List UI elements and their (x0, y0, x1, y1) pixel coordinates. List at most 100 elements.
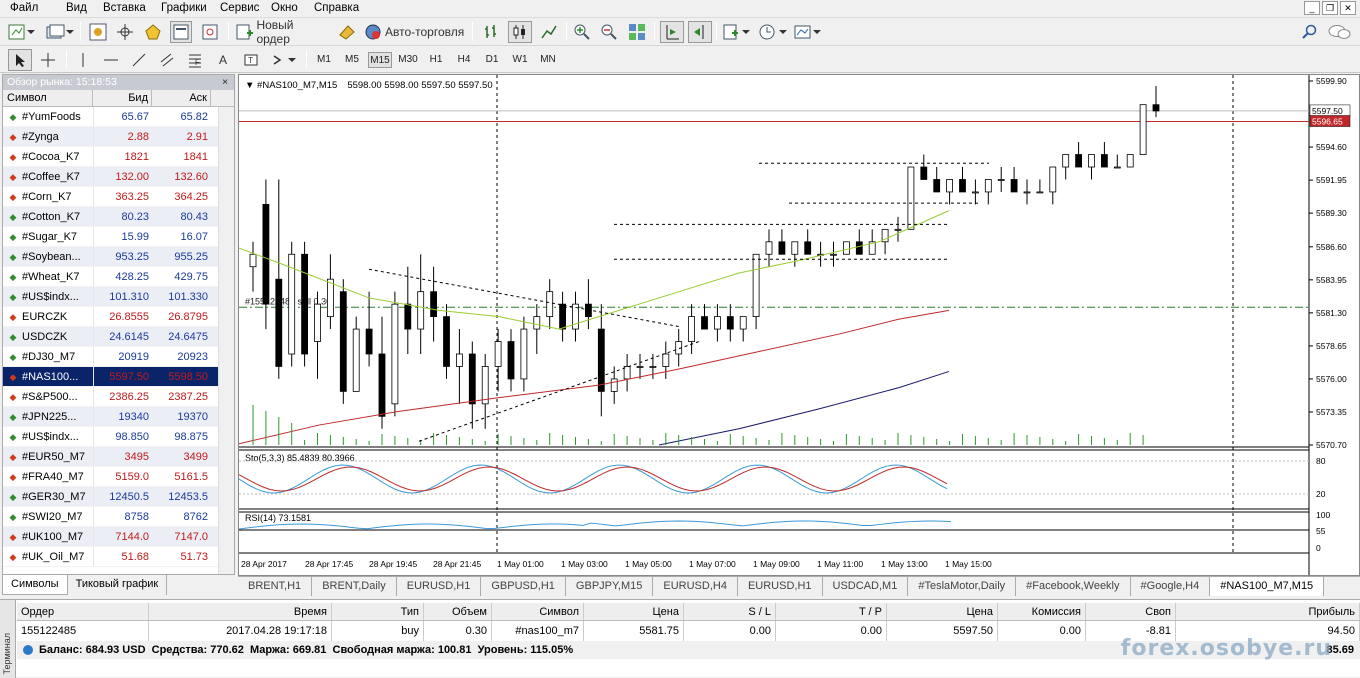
chart-tab[interactable]: EURUSD,H1 (397, 577, 482, 596)
tab-tick-chart[interactable]: Тиковый график (68, 575, 168, 595)
menu-insert[interactable]: Вставка (103, 2, 146, 14)
chart-shift-icon[interactable] (660, 21, 684, 43)
list-item[interactable]: ◆ #UK100_M7 7144.0 7147.0 (3, 527, 234, 547)
tf-mn[interactable]: MN (540, 54, 556, 65)
fibonacci-icon[interactable]: F (184, 49, 206, 71)
data-window-icon[interactable] (114, 21, 136, 43)
chart-window[interactable]: ▼ #NAS100_M7,M15 5598.00 5598.00 5597.50 … (238, 74, 1360, 576)
new-order-button[interactable]: Новый ордер (236, 18, 328, 46)
close-icon[interactable]: ✕ (1340, 1, 1356, 15)
list-item[interactable]: ◆ #GER30_M7 12450.5 12453.5 (3, 487, 234, 507)
menu-view[interactable]: Вид (66, 2, 87, 14)
zoom-in-icon[interactable] (571, 21, 593, 43)
arrows-icon[interactable] (268, 49, 300, 71)
column-bid[interactable]: Бид (93, 90, 152, 106)
chart-tab[interactable]: #TeslaMotor,Daily (908, 577, 1017, 596)
tf-d1[interactable]: D1 (485, 54, 499, 65)
column-header[interactable]: Время (149, 603, 332, 620)
menu-window[interactable]: Окно (271, 2, 298, 14)
chart-canvas[interactable]: #155122485 sell 0.30 5599.90 5597.505596.6… (238, 75, 1359, 575)
bar-chart-icon[interactable] (480, 21, 502, 43)
tf-m15[interactable]: M15 (368, 52, 392, 68)
list-item[interactable]: ◆ #US$indx... 98.850 98.875 (3, 427, 234, 447)
strategy-tester-icon[interactable] (199, 21, 221, 43)
column-header[interactable]: Цена (584, 603, 684, 620)
list-item[interactable]: ◆ #Cocoa_K7 1821 1841 (3, 147, 234, 167)
column-header[interactable]: S / L (684, 603, 776, 620)
candlestick-icon[interactable] (508, 21, 532, 43)
chart-tab[interactable]: GBPJPY,M15 (566, 577, 654, 596)
auto-trading-button[interactable]: Авто-торговля (364, 21, 466, 43)
list-item[interactable]: ◆ #DJ30_M7 20919 20923 (3, 347, 234, 367)
restore-icon[interactable]: ❐ (1322, 1, 1338, 15)
chart-tab[interactable]: #Google,H4 (1131, 577, 1211, 596)
tf-m30[interactable]: M30 (398, 54, 418, 65)
text-label-icon[interactable]: T (240, 49, 262, 71)
tf-m1[interactable]: M1 (317, 54, 331, 65)
templates-icon[interactable] (793, 21, 823, 43)
chart-tab[interactable]: BRENT,Daily (312, 577, 397, 596)
channel-icon[interactable] (156, 49, 178, 71)
zoom-out-icon[interactable] (598, 21, 620, 43)
list-item[interactable]: ◆ #YumFoods 65.67 65.82 (3, 107, 234, 127)
line-chart-icon[interactable] (538, 21, 560, 43)
terminal-icon[interactable] (170, 21, 192, 43)
close-icon[interactable]: × (222, 76, 229, 88)
list-item[interactable]: ◆ #Zynga 2.88 2.91 (3, 127, 234, 147)
list-item[interactable]: ◆ #EUR50_M7 3495 3499 (3, 447, 234, 467)
list-item[interactable]: ◆ #JPN225... 19340 19370 (3, 407, 234, 427)
chart-tab[interactable]: #NAS100_M7,M15 (1210, 577, 1325, 596)
chart-tab[interactable]: BRENT,H1 (238, 577, 313, 596)
column-header[interactable]: Цена (887, 603, 998, 620)
periods-icon[interactable] (757, 21, 789, 43)
horizontal-line-icon[interactable] (100, 49, 122, 71)
text-tool-icon[interactable]: A (218, 53, 227, 67)
chart-tab[interactable]: #Facebook,Weekly (1016, 577, 1131, 596)
autoscroll-icon[interactable] (688, 21, 712, 43)
column-header[interactable]: T / P (776, 603, 887, 620)
column-header[interactable]: Тип (332, 603, 424, 620)
column-header[interactable]: Символ (492, 603, 584, 620)
navigator-icon[interactable] (142, 21, 164, 43)
column-header[interactable]: Прибыль (1176, 603, 1360, 620)
menu-file[interactable]: Файл (10, 2, 39, 14)
column-symbol[interactable]: Символ (3, 90, 93, 106)
market-watch-icon[interactable] (87, 21, 109, 43)
menu-charts[interactable]: Графики (161, 2, 207, 14)
chart-tab[interactable]: EURUSD,H1 (738, 577, 823, 596)
list-item[interactable]: ◆ #Coffee_K7 132.00 132.60 (3, 167, 234, 187)
tf-w1[interactable]: W1 (512, 54, 528, 65)
new-chart-icon[interactable] (6, 21, 40, 43)
column-header[interactable]: Своп (1086, 603, 1176, 620)
list-item[interactable]: ◆ #Sugar_K7 15.99 16.07 (3, 227, 234, 247)
list-item[interactable]: ◆ #Wheat_K7 428.25 429.75 (3, 267, 234, 287)
chart-dropdown-icon[interactable]: ▼ (245, 80, 258, 91)
list-item[interactable]: ◆ USDCZK 24.6145 24.6475 (3, 327, 234, 347)
chart-tab[interactable]: GBPUSD,H1 (481, 577, 566, 596)
trendline-icon[interactable] (128, 49, 150, 71)
list-item[interactable]: ◆ #UK_Oil_M7 51.68 51.73 (3, 547, 234, 567)
indicators-icon[interactable] (722, 21, 752, 43)
list-item[interactable]: ◆ #FRA40_M7 5159.0 5161.5 (3, 467, 234, 487)
menu-tools[interactable]: Сервис (220, 2, 260, 14)
chat-icon[interactable] (1326, 21, 1354, 43)
list-item[interactable]: ◆ EURCZK 26.8555 26.8795 (3, 307, 234, 327)
minimize-icon[interactable]: _ (1304, 1, 1320, 15)
column-ask[interactable]: Аск (152, 90, 211, 106)
column-header[interactable]: Комиссия (998, 603, 1086, 620)
metaeditor-icon[interactable] (336, 21, 358, 43)
cursor-icon[interactable] (8, 49, 32, 71)
list-item[interactable]: ◆ #NAS100... 5597.50 5598.50 (3, 367, 234, 387)
list-item[interactable]: ◆ #US$indx... 101.310 101.330 (3, 287, 234, 307)
tf-m5[interactable]: M5 (345, 54, 359, 65)
search-icon[interactable] (1298, 21, 1320, 43)
tf-h1[interactable]: H1 (429, 54, 443, 65)
list-item[interactable]: ◆ #SWI20_M7 8758 8762 (3, 507, 234, 527)
profiles-icon[interactable] (44, 21, 76, 43)
list-item[interactable]: ◆ #Cotton_K7 80.23 80.43 (3, 207, 234, 227)
table-row[interactable]: 155122485 2017.04.28 19:17:18 buy 0.30 #nas1… (17, 621, 1360, 641)
crosshair-icon[interactable] (36, 49, 60, 71)
list-item[interactable]: ◆ #Corn_K7 363.25 364.25 (3, 187, 234, 207)
chart-tab[interactable]: EURUSD,H4 (653, 577, 738, 596)
chart-tab[interactable]: USDCAD,M1 (823, 577, 909, 596)
